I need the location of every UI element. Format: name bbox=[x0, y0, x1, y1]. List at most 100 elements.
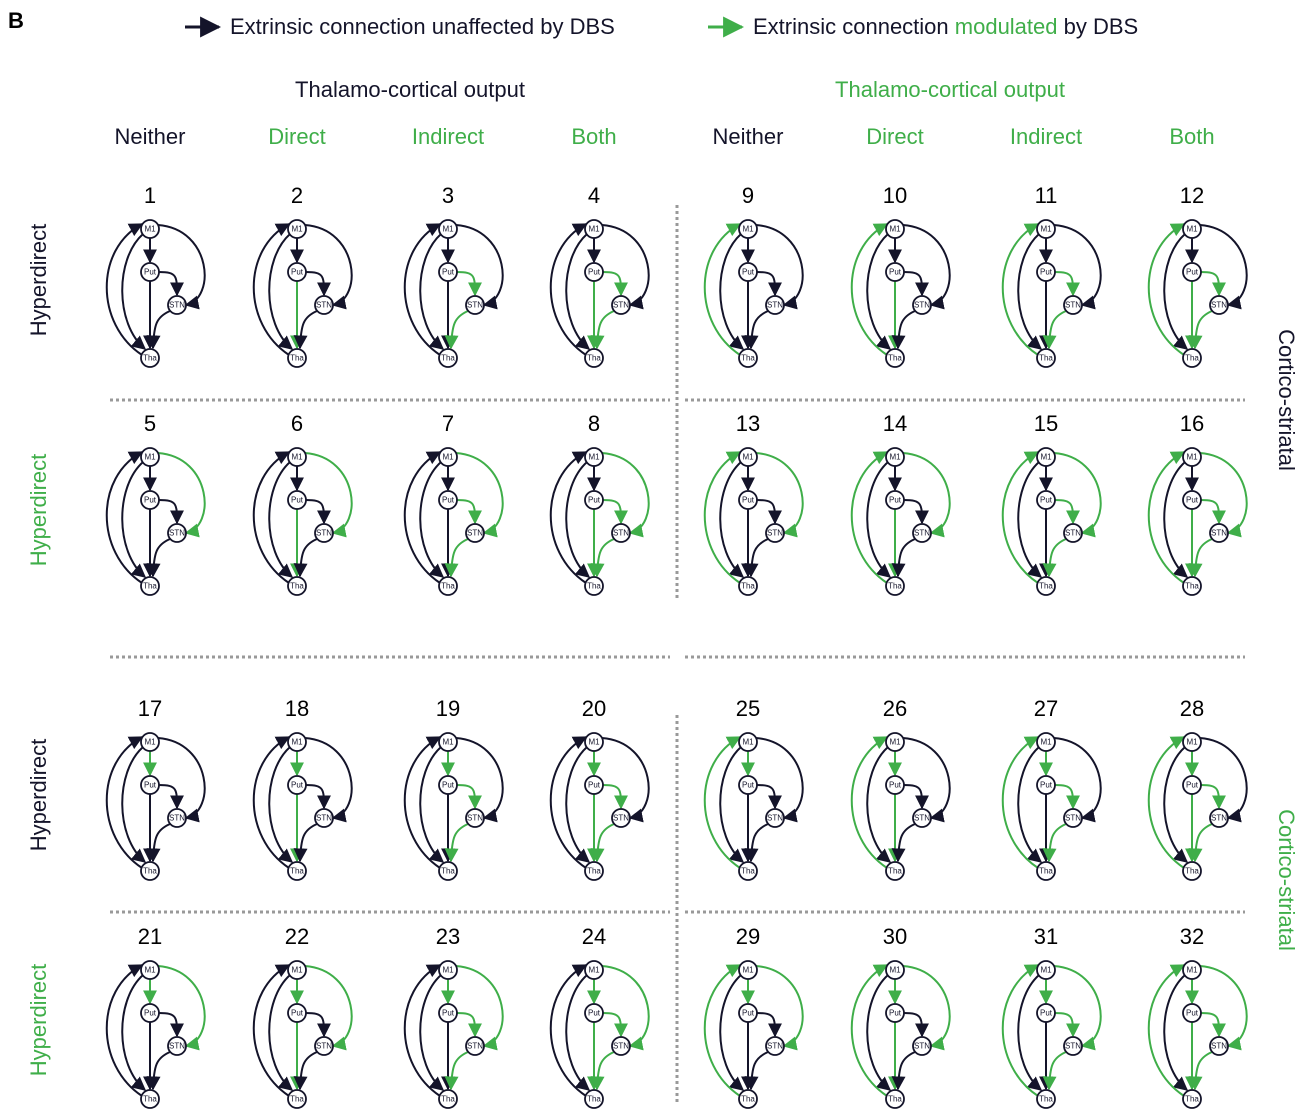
node bbox=[438, 732, 458, 752]
thalamo-cortical-edge bbox=[403, 451, 442, 584]
node bbox=[738, 447, 758, 467]
model-number: 23 bbox=[436, 924, 460, 949]
node bbox=[584, 348, 604, 368]
node-label: Put bbox=[1040, 781, 1053, 790]
node bbox=[438, 960, 458, 980]
node-label: M1 bbox=[1040, 966, 1052, 975]
model-number: 22 bbox=[285, 924, 309, 949]
node-label: Put bbox=[442, 781, 455, 790]
node-label: STN bbox=[169, 814, 185, 823]
panel-label: B bbox=[8, 8, 24, 33]
node-label: Put bbox=[291, 1009, 304, 1018]
node-label: STN bbox=[914, 814, 930, 823]
node-label: Tha bbox=[888, 582, 902, 591]
indirect-edge bbox=[456, 1012, 482, 1038]
model-number: 4 bbox=[588, 183, 600, 208]
node bbox=[1209, 808, 1229, 828]
model-number: 24 bbox=[582, 924, 606, 949]
node-label: M1 bbox=[1186, 738, 1198, 747]
cortico-thalamic-edge bbox=[565, 746, 591, 863]
cortico-thalamic-edge bbox=[866, 461, 892, 578]
hyperdirect-edge bbox=[304, 452, 353, 538]
node bbox=[885, 861, 905, 881]
model-diagram: M1 Put STN Tha bbox=[252, 219, 353, 368]
model-number: 25 bbox=[736, 696, 760, 721]
node-label: Tha bbox=[741, 1095, 755, 1104]
node-label: M1 bbox=[291, 453, 303, 462]
model-number: 5 bbox=[144, 411, 156, 436]
indirect-edge bbox=[756, 784, 782, 810]
cortico-thalamic-edge bbox=[1163, 233, 1189, 350]
node-label: Put bbox=[742, 1009, 755, 1018]
node-label: Put bbox=[742, 781, 755, 790]
node bbox=[438, 1003, 458, 1023]
node-label: Tha bbox=[441, 1095, 455, 1104]
indirect-edge bbox=[744, 823, 769, 863]
indirect-edge bbox=[891, 823, 916, 863]
thalamo-cortical-edge bbox=[1001, 964, 1040, 1097]
indirect-edge bbox=[590, 1051, 615, 1091]
side-label: Cortico-striatal bbox=[1274, 329, 1296, 471]
cortico-thalamic-edge bbox=[121, 746, 147, 863]
node-label: STN bbox=[1065, 814, 1081, 823]
model-number: 7 bbox=[442, 411, 454, 436]
model-diagram: M1 Put STN Tha bbox=[105, 447, 206, 596]
indirect-edge bbox=[1042, 823, 1067, 863]
model-diagram: M1 Put STN Tha bbox=[403, 960, 504, 1109]
cortico-thalamic-edge bbox=[268, 974, 294, 1091]
node-label: M1 bbox=[1186, 225, 1198, 234]
thalamo-cortical-edge bbox=[850, 451, 889, 584]
thalamo-cortical-edge bbox=[703, 451, 742, 584]
node-label: STN bbox=[767, 1042, 783, 1051]
model-number: 8 bbox=[588, 411, 600, 436]
node-label: STN bbox=[1211, 1042, 1227, 1051]
indirect-edge bbox=[1054, 499, 1080, 525]
node bbox=[438, 775, 458, 795]
indirect-edge bbox=[146, 1051, 171, 1091]
cortico-thalamic-edge bbox=[121, 233, 147, 350]
node-label: Tha bbox=[587, 1095, 601, 1104]
node-label: Put bbox=[1040, 268, 1053, 277]
hyperdirect-edge bbox=[455, 224, 504, 310]
hyperdirect-edge bbox=[601, 224, 650, 310]
node-label: Tha bbox=[143, 354, 157, 363]
cortico-thalamic-edge bbox=[866, 974, 892, 1091]
node-label: Put bbox=[1040, 1009, 1053, 1018]
node bbox=[140, 262, 160, 282]
node bbox=[584, 861, 604, 881]
node bbox=[140, 490, 160, 510]
node bbox=[314, 1036, 334, 1056]
thalamo-cortical-edge bbox=[703, 736, 742, 869]
node bbox=[140, 960, 160, 980]
node-label: M1 bbox=[1040, 738, 1052, 747]
node-label: M1 bbox=[889, 225, 901, 234]
node bbox=[885, 960, 905, 980]
legend-text-part: Extrinsic connection unaffected by DBS bbox=[230, 14, 615, 39]
node bbox=[1036, 1003, 1056, 1023]
hyperdirect-edge bbox=[1053, 224, 1102, 310]
node bbox=[140, 1089, 160, 1109]
thalamo-cortical-edge bbox=[549, 964, 588, 1097]
node bbox=[1036, 1089, 1056, 1109]
node bbox=[287, 1089, 307, 1109]
node-label: STN bbox=[1211, 814, 1227, 823]
node-label: M1 bbox=[588, 453, 600, 462]
cortico-thalamic-edge bbox=[1017, 233, 1043, 350]
model-number: 27 bbox=[1034, 696, 1058, 721]
node bbox=[738, 348, 758, 368]
node bbox=[287, 262, 307, 282]
node-label: M1 bbox=[588, 966, 600, 975]
node bbox=[1182, 447, 1202, 467]
node-label: STN bbox=[316, 814, 332, 823]
node bbox=[738, 775, 758, 795]
node bbox=[287, 732, 307, 752]
node-label: M1 bbox=[1186, 966, 1198, 975]
node-label: Put bbox=[1186, 781, 1199, 790]
node-label: Put bbox=[588, 496, 601, 505]
model-diagram: M1 Put STN Tha bbox=[105, 960, 206, 1109]
node bbox=[611, 1036, 631, 1056]
node bbox=[584, 1003, 604, 1023]
node bbox=[584, 490, 604, 510]
node-label: M1 bbox=[588, 738, 600, 747]
node-label: M1 bbox=[889, 738, 901, 747]
